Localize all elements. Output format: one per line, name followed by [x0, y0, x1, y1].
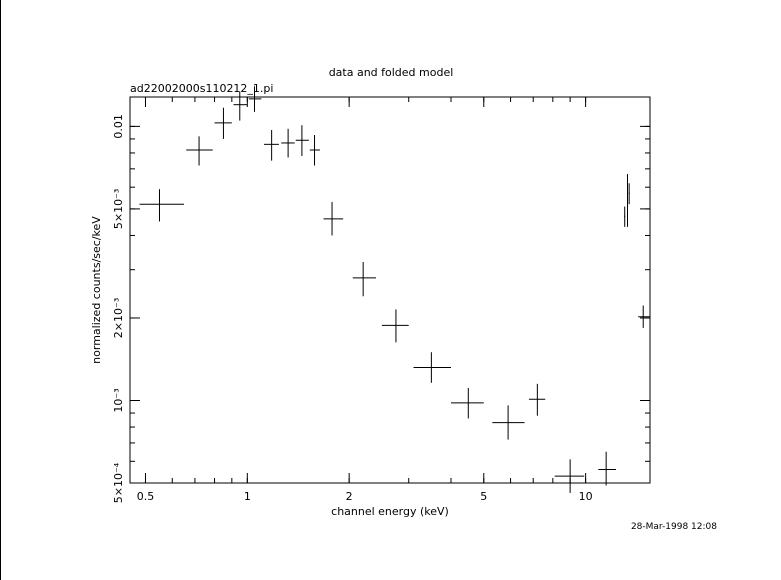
- x-tick-label: 1: [244, 490, 251, 503]
- y-tick-label: 10⁻³: [112, 388, 125, 412]
- plot-frame: [129, 96, 651, 484]
- data-points: [139, 86, 650, 493]
- data-point: [492, 405, 525, 440]
- data-point: [638, 305, 650, 328]
- data-point: [248, 86, 262, 112]
- data-point: [352, 262, 376, 297]
- data-point: [309, 135, 320, 166]
- x-tick-label: 2: [346, 490, 353, 503]
- data-point: [263, 130, 279, 161]
- chart-subtitle: ad22002000s110212_1.pi: [130, 82, 273, 95]
- x-axis-label: channel energy (keV): [331, 505, 449, 518]
- data-point: [598, 451, 617, 486]
- data-point: [139, 189, 185, 222]
- y-tick-label: 2×10⁻³: [112, 298, 125, 338]
- data-point: [528, 383, 546, 416]
- axis-ticks: 0.5 1 2 5 10 0.01 5×10⁻³ 2×10⁻³ 10⁻³ 5×10⁻⁴: [112, 97, 650, 503]
- data-point: [233, 91, 248, 121]
- x-tick-label: 0.5: [137, 490, 155, 503]
- data-point: [626, 174, 629, 227]
- data-point: [186, 136, 213, 166]
- y-axis-label: normalized counts/sec/keV: [90, 216, 103, 364]
- chart-title: data and folded model: [329, 66, 454, 79]
- data-point: [554, 459, 585, 493]
- data-point: [381, 309, 409, 343]
- data-point: [628, 183, 630, 205]
- data-point: [281, 128, 295, 158]
- data-point: [624, 206, 626, 227]
- x-tick-label: 10: [579, 490, 593, 503]
- data-point: [214, 107, 232, 139]
- y-tick-label: 5×10⁻⁴: [112, 462, 125, 503]
- x-tick-label: 5: [480, 490, 487, 503]
- data-point: [413, 352, 451, 383]
- left-edge-line: [0, 0, 1, 580]
- y-tick-label: 5×10⁻³: [112, 189, 125, 229]
- data-point: [295, 125, 309, 156]
- y-tick-label: 0.01: [112, 114, 125, 138]
- timestamp: 28-Mar-1998 12:08: [631, 522, 717, 532]
- data-point: [323, 201, 344, 236]
- data-point: [450, 388, 484, 419]
